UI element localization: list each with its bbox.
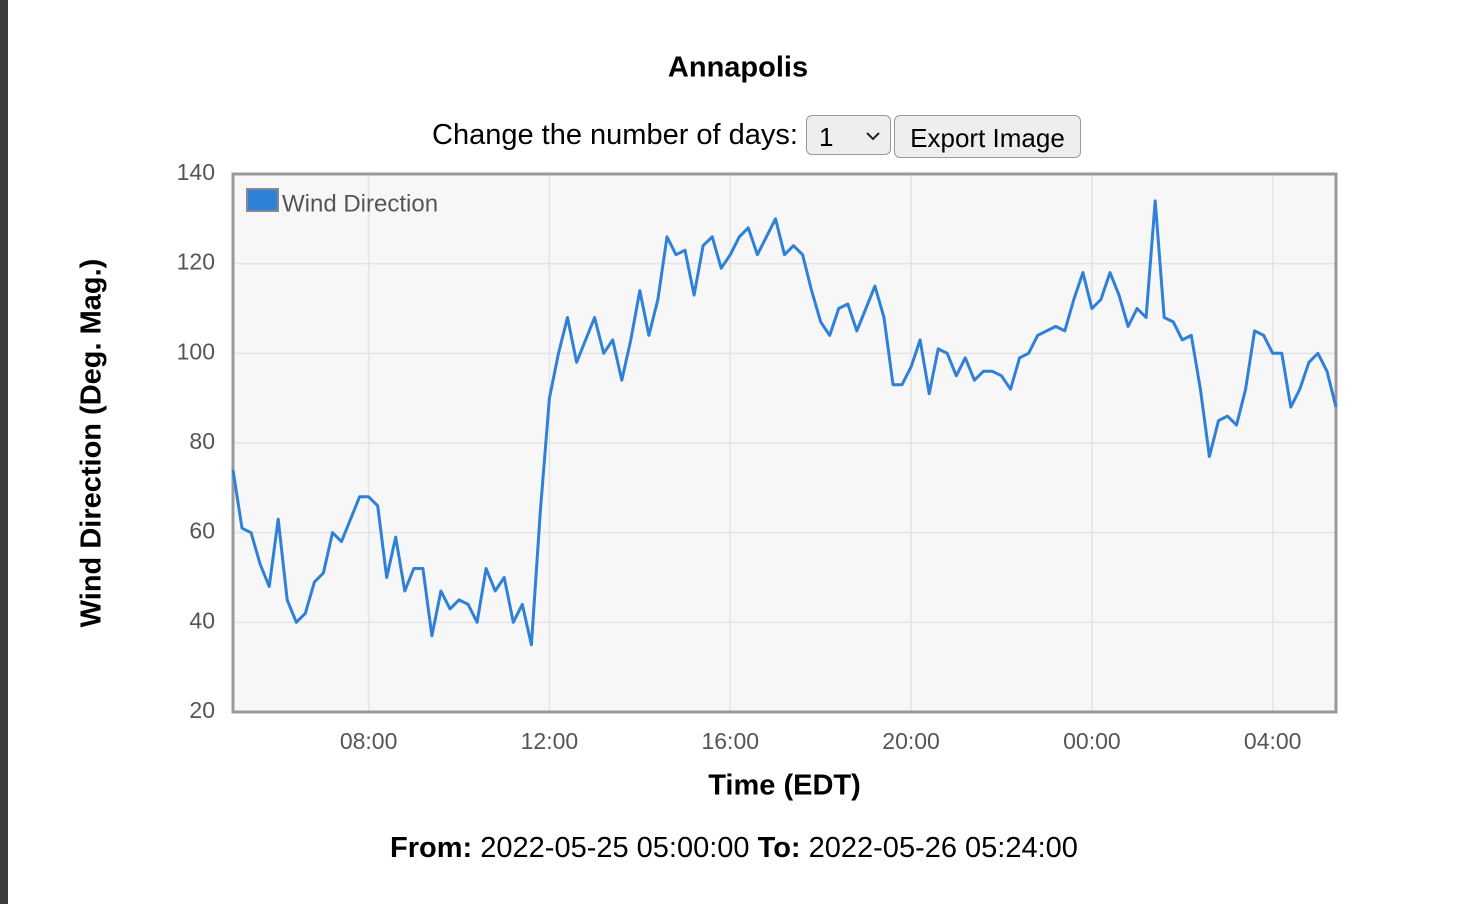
legend-swatch [246, 188, 279, 212]
plot-border [231, 172, 1338, 714]
to-label: To: [757, 832, 801, 864]
dropdown-arrow [866, 132, 880, 141]
to-value: 2022-05-26 05:24:00 [808, 832, 1078, 864]
x-tick-label: 12:00 [521, 728, 579, 754]
export-button[interactable]: Export Image [894, 115, 1081, 158]
x-tick-label: 20:00 [882, 728, 940, 754]
x-tick-label: 04:00 [1244, 728, 1302, 754]
days-value: 1 [819, 122, 834, 152]
controls: Change the number of days: 1 Export Imag… [0, 115, 1468, 159]
legend-label: Wind Direction [282, 190, 438, 217]
backdrop [0, 0, 8, 904]
from-label: From: [390, 832, 473, 864]
y-tick-label: 60 [189, 518, 215, 544]
x-axis-label: Time (EDT) [708, 770, 861, 802]
chart-title: Annapolis [668, 52, 808, 84]
data-line [231, 199, 1338, 647]
x-tick-label: 00:00 [1063, 728, 1121, 754]
date-range: From: 2022-05-25 05:00:00 To: 2022-05-26… [0, 832, 1468, 865]
y-tick-label: 100 [177, 338, 215, 364]
y-tick-label: 120 [177, 249, 215, 275]
y-tick-label: 20 [189, 697, 215, 723]
from-value: 2022-05-25 05:00:00 [480, 832, 750, 864]
x-tick-label: 16:00 [701, 728, 759, 754]
y-tick-label: 80 [189, 428, 215, 454]
y-tick-label: 40 [189, 607, 215, 633]
y-tick-label: 140 [177, 159, 215, 185]
x-tick-label: 08:00 [340, 728, 398, 754]
days-select[interactable]: 1 [806, 115, 891, 155]
y-axis-label: Wind Direction (Deg. Mag.) [76, 259, 108, 628]
days-label: Change the number of days: [432, 119, 798, 151]
